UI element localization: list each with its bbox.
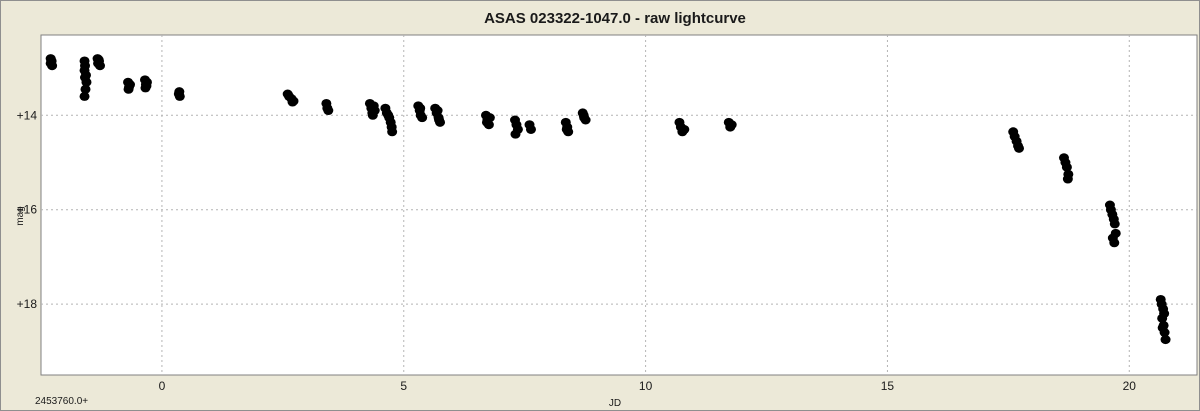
y-tick-label: +16 (17, 203, 38, 217)
grid-lines (41, 35, 1197, 375)
data-point (484, 113, 495, 123)
data-point (46, 57, 57, 67)
y-axis-label: mag (15, 206, 26, 225)
data-point (432, 106, 443, 116)
data-point (561, 124, 572, 134)
data-point (387, 127, 398, 137)
data-point (174, 87, 185, 97)
data-point (578, 110, 589, 120)
data-point (1109, 238, 1120, 248)
x-offset-label: 2453760.0+ (35, 396, 88, 407)
x-axis-label: JD (609, 398, 621, 409)
y-axis-ticks: +14 +16 +18 (17, 108, 38, 311)
x-tick-label: 20 (1123, 379, 1137, 393)
data-point (80, 84, 91, 94)
data-point (1109, 219, 1120, 229)
data-point (383, 110, 394, 120)
data-point (1062, 174, 1073, 184)
data-point (141, 81, 152, 91)
chart-title: ASAS 023322-1047.0 - raw lightcurve (484, 10, 746, 27)
data-point (417, 113, 428, 123)
data-point (80, 73, 91, 82)
data-point (525, 124, 536, 134)
x-tick-label: 0 (159, 379, 166, 393)
x-axis-ticks: 0 5 10 15 20 (159, 379, 1137, 393)
data-point (1014, 143, 1025, 153)
data-point (510, 129, 521, 139)
x-tick-label: 5 (400, 379, 407, 393)
data-point (123, 84, 134, 94)
plot-area (40, 34, 1198, 376)
data-point (679, 124, 690, 134)
data-point (1061, 162, 1072, 172)
data-point (415, 103, 426, 113)
data-point (726, 120, 737, 130)
data-point (1157, 323, 1168, 333)
data-point (323, 106, 334, 116)
data-point (93, 55, 104, 65)
x-tick-label: 15 (881, 379, 895, 393)
y-tick-label: +14 (17, 108, 38, 122)
data-points (45, 54, 1171, 345)
data-point (79, 91, 90, 101)
data-point (287, 97, 298, 107)
data-point (369, 106, 380, 116)
y-tick-label: +18 (17, 297, 38, 311)
x-tick-label: 10 (639, 379, 653, 393)
data-point (1160, 335, 1171, 345)
data-point (1157, 313, 1168, 323)
data-point (434, 115, 445, 125)
